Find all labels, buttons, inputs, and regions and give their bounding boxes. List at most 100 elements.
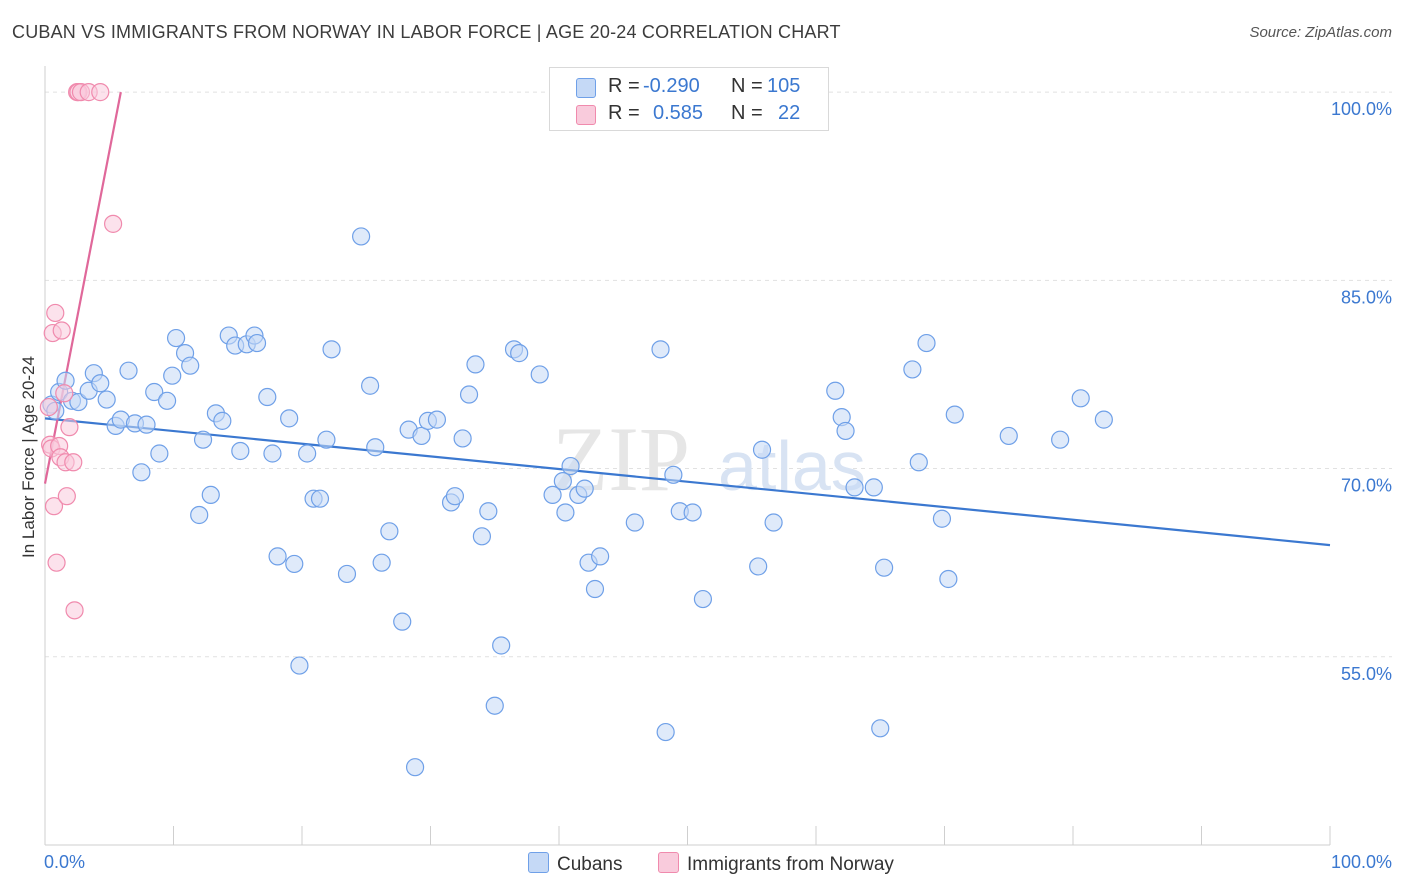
norway-point — [91, 83, 110, 102]
cubans-point — [412, 426, 431, 446]
norway-point — [44, 497, 64, 516]
cubans-point — [999, 426, 1018, 446]
cubans-point — [932, 509, 952, 528]
x-tick-label: 0.0% — [44, 852, 85, 872]
cubans-point — [749, 557, 768, 576]
legend-swatch-cubans — [528, 852, 549, 873]
cubans-point — [530, 365, 549, 384]
cubans-point — [91, 374, 110, 393]
cubans-point — [445, 487, 465, 506]
cubans-point — [472, 527, 491, 546]
cubans-point — [193, 430, 213, 449]
cubans-point — [285, 554, 304, 574]
cubans-point — [310, 489, 330, 508]
cubans-point — [322, 340, 341, 359]
legend-r-label: R = — [608, 102, 640, 124]
cubans-point — [939, 569, 958, 589]
cubans-point — [137, 415, 156, 434]
data-points — [39, 83, 1113, 777]
cubans-point — [664, 465, 683, 484]
norway-point — [46, 303, 65, 323]
cubans-point — [97, 390, 116, 409]
grid-lines — [45, 91, 1392, 658]
cubans-point — [290, 656, 309, 675]
norway-point — [39, 397, 58, 417]
cubans-point — [337, 564, 357, 584]
cubans-point — [836, 421, 855, 441]
cubans-point — [845, 478, 864, 497]
cubans-point — [909, 453, 928, 472]
cubans-point — [263, 444, 282, 463]
cubans-trendline — [44, 417, 1331, 547]
cubans-point — [150, 444, 169, 463]
cubans-point — [917, 333, 936, 353]
cubans-point — [427, 410, 447, 429]
y-tick-label: 85.0% — [1341, 287, 1392, 307]
cubans-point — [575, 479, 594, 498]
cubans-point — [764, 513, 783, 532]
legend-swatch-cubans — [576, 78, 596, 98]
cubans-point — [945, 405, 964, 424]
legend-item-cubans: Cubans — [528, 852, 623, 876]
cubans-point — [459, 385, 479, 404]
legend-item-norway: Immigrants from Norway — [658, 852, 894, 876]
cubans-point — [119, 361, 138, 380]
watermark: ZIP atlas — [552, 408, 866, 510]
cubans-point — [864, 478, 883, 497]
legend-n-label: N = — [731, 102, 763, 124]
cubans-point — [380, 522, 399, 541]
legend-n-value: 22 — [778, 102, 801, 124]
legend-label-norway: Immigrants from Norway — [687, 854, 894, 875]
cubans-point — [585, 579, 605, 599]
cubans-point — [181, 356, 200, 375]
cubans-point — [1094, 410, 1113, 429]
cubans-point — [317, 430, 336, 449]
cubans-point — [280, 409, 299, 428]
cubans-point — [201, 485, 220, 505]
cubans-point — [268, 547, 287, 566]
legend-r-value: -0.290 — [643, 75, 700, 97]
cubans-point — [683, 503, 702, 522]
legend-n-value: 105 — [767, 75, 801, 97]
legend-label-cubans: Cubans — [557, 854, 623, 875]
legend-swatch-norway — [576, 105, 596, 125]
cubans-point — [132, 463, 151, 482]
cubans-point — [553, 472, 572, 491]
cubans-point — [656, 722, 675, 742]
norway-point — [65, 601, 84, 620]
cubans-point — [372, 553, 391, 572]
norway-point — [47, 553, 66, 572]
norway-point — [57, 487, 76, 506]
cubans-point — [871, 719, 890, 738]
cubans-point — [1071, 389, 1090, 408]
cubans-point — [298, 444, 317, 463]
cubans-point — [479, 502, 498, 521]
y-axis-label: In Labor Force | Age 20-24 — [19, 356, 38, 558]
axes — [44, 66, 1331, 846]
cubans-point — [556, 503, 575, 522]
cubans-point — [561, 456, 580, 476]
cubans-point — [157, 391, 177, 410]
cubans-point — [492, 636, 511, 655]
cubans-point — [625, 513, 644, 532]
cubans-point — [352, 227, 371, 246]
cubans-point — [510, 344, 529, 363]
legend-n-label: N = — [731, 75, 763, 97]
norway-point — [64, 453, 83, 472]
norway-point — [60, 418, 79, 437]
stats-legend: R = -0.290 N = 105 R = 0.585 N = 22 — [549, 67, 829, 131]
cubans-point — [145, 382, 164, 402]
cubans-point — [166, 328, 186, 348]
chart-title: CUBAN VS IMMIGRANTS FROM NORWAY IN LABOR… — [12, 22, 841, 42]
cubans-point — [393, 612, 412, 631]
y-tick-label: 100.0% — [1331, 99, 1392, 119]
cubans-point — [213, 411, 232, 430]
cubans-point — [366, 438, 385, 457]
cubans-point — [591, 547, 610, 566]
norway-point — [55, 384, 74, 403]
cubans-point — [258, 387, 277, 407]
norway-point — [104, 214, 123, 233]
cubans-point — [190, 505, 209, 525]
legend-row-norway: R = 0.585 N = 22 — [550, 101, 828, 127]
